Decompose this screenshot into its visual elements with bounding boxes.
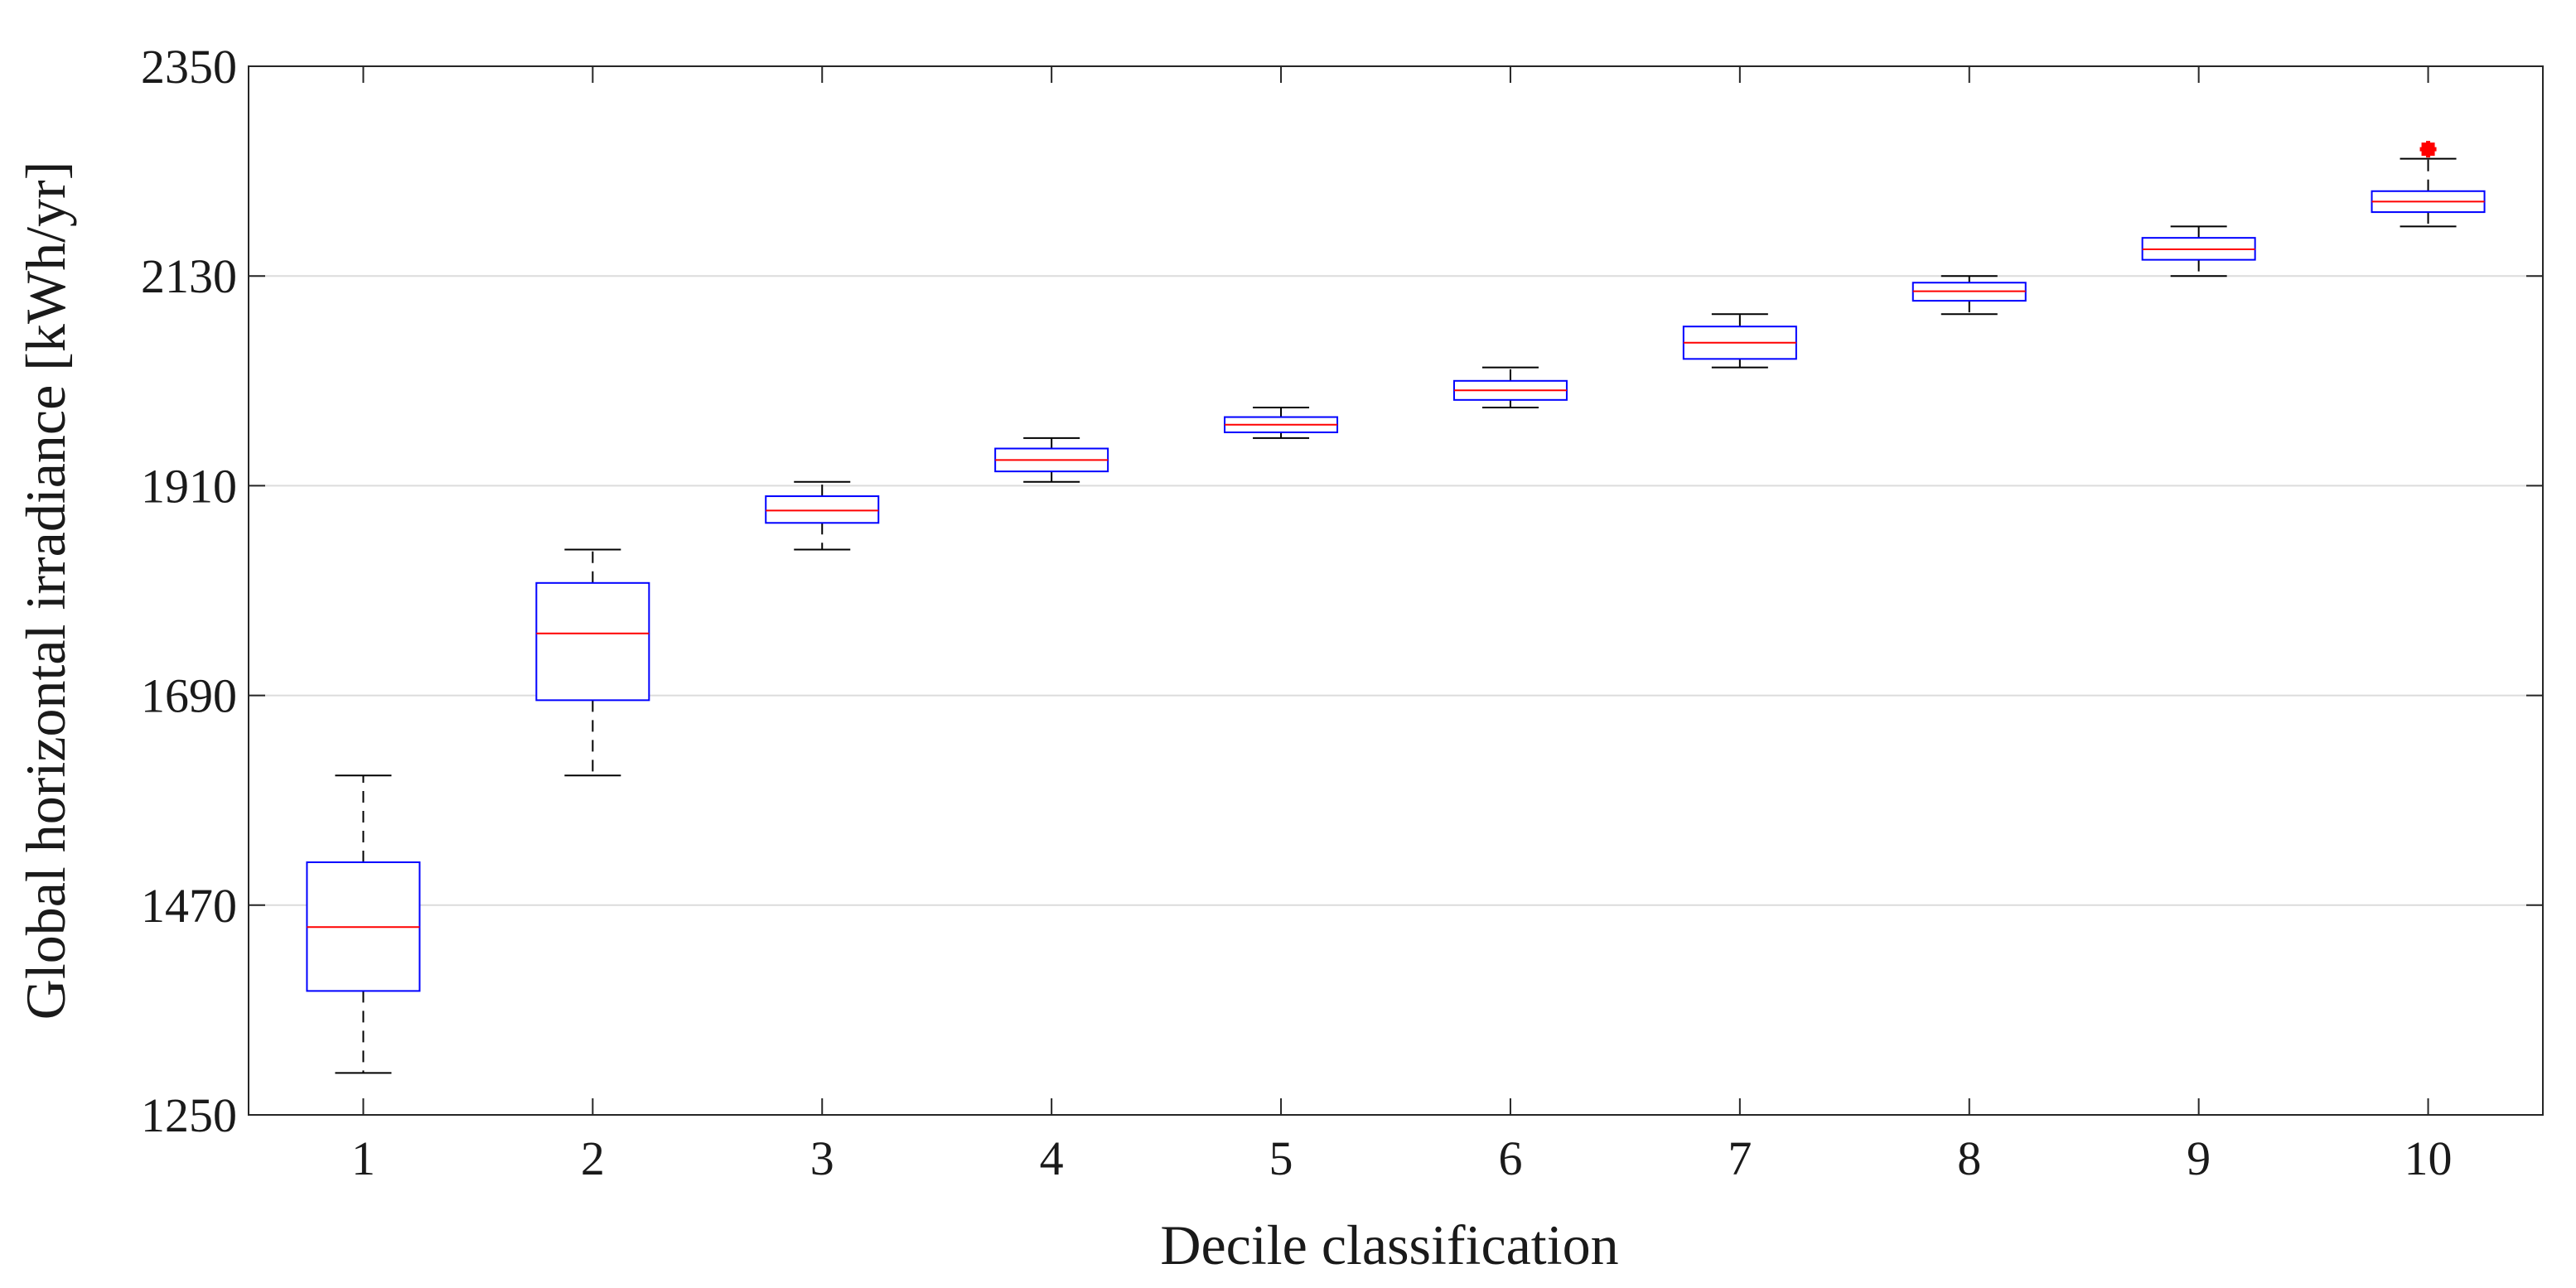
y-tick-label: 1690 <box>141 669 237 723</box>
x-tick-label: 10 <box>2404 1131 2453 1185</box>
box-group-10 <box>2371 141 2486 228</box>
iqr-box <box>765 495 880 524</box>
y-axis-title: Global horizontal irradiance [kWh/yr] <box>14 162 77 1020</box>
y-tick-label: 1250 <box>141 1088 237 1142</box>
x-tick-label: 1 <box>351 1131 375 1185</box>
x-tick-label: 9 <box>2187 1131 2211 1185</box>
box-group-4 <box>994 437 1109 483</box>
y-tick-label: 1910 <box>141 459 237 513</box>
y-tick-label: 1470 <box>141 879 237 933</box>
tick-layer: 1250 1470 1690 1910 2130 2350 1 2 3 4 5 6 7 8 9 10 <box>141 40 2543 1185</box>
x-axis-title: Decile classification <box>1160 1213 1618 1276</box>
y-tick-label: 2350 <box>141 40 237 94</box>
box-group-1 <box>306 774 421 1074</box>
box-group-7 <box>1682 313 1797 369</box>
box-group-6 <box>1452 366 1568 409</box>
iqr-box <box>535 581 650 702</box>
outlier-point <box>2421 142 2435 157</box>
box-layer <box>306 141 2486 1074</box>
x-tick-label: 2 <box>581 1131 605 1185</box>
y-tick-label: 2130 <box>141 249 237 303</box>
x-tick-label: 5 <box>1269 1131 1293 1185</box>
box-group-3 <box>765 480 880 551</box>
x-tick-label: 4 <box>1040 1131 1064 1185</box>
box-group-8 <box>1911 275 2027 316</box>
x-tick-label: 3 <box>810 1131 834 1185</box>
x-tick-label: 7 <box>1728 1131 1752 1185</box>
box-group-5 <box>1224 407 1339 439</box>
x-tick-label: 6 <box>1498 1131 1522 1185</box>
x-tick-label: 8 <box>1957 1131 1981 1185</box>
box-group-9 <box>2141 225 2256 277</box>
plot-frame <box>248 65 2544 1116</box>
box-group-2 <box>535 548 650 777</box>
